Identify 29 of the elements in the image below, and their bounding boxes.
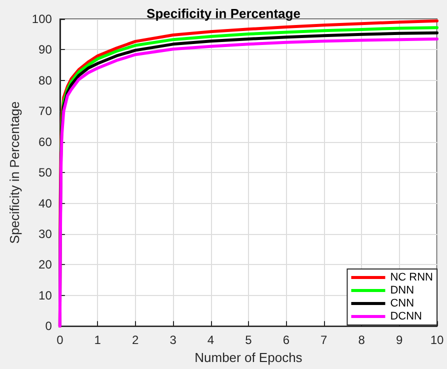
x-tick-label: 5 xyxy=(245,333,252,348)
x-tick-label: 8 xyxy=(358,333,366,348)
y-axis-title: Specificity in Percentage xyxy=(7,101,22,244)
y-tick-label: 30 xyxy=(38,226,52,241)
legend-label: DNN xyxy=(390,284,414,296)
x-tick-label: 9 xyxy=(396,333,403,348)
x-tick-label: 7 xyxy=(320,333,328,348)
y-tick-label: 0 xyxy=(45,319,52,334)
x-tick-label: 1 xyxy=(94,333,102,348)
legend-label: NC RNN xyxy=(390,272,434,284)
y-tick-label: 10 xyxy=(38,288,52,302)
y-tick-label: 50 xyxy=(38,166,52,180)
x-tick-label: 6 xyxy=(282,333,290,348)
y-tick-label: 40 xyxy=(38,196,52,210)
y-tick-label: 80 xyxy=(38,73,52,88)
x-axis-title: Number of Epochs xyxy=(194,350,303,365)
x-tick-label: 0 xyxy=(56,333,64,348)
chart-title: Specificity in Percentage xyxy=(146,6,300,21)
y-tick-label: 100 xyxy=(32,12,52,26)
legend-label: DCNN xyxy=(390,310,422,322)
y-tick-label: 20 xyxy=(38,258,52,272)
y-tick-label: 60 xyxy=(38,134,52,149)
x-tick-label: 3 xyxy=(170,333,177,348)
legend-label: CNN xyxy=(390,298,414,310)
y-tick-label: 70 xyxy=(38,104,52,118)
x-tick-label: 10 xyxy=(430,333,444,348)
x-tick-label: 2 xyxy=(132,333,139,348)
x-tick-label: 4 xyxy=(207,333,214,348)
y-tick-label: 90 xyxy=(38,42,52,57)
